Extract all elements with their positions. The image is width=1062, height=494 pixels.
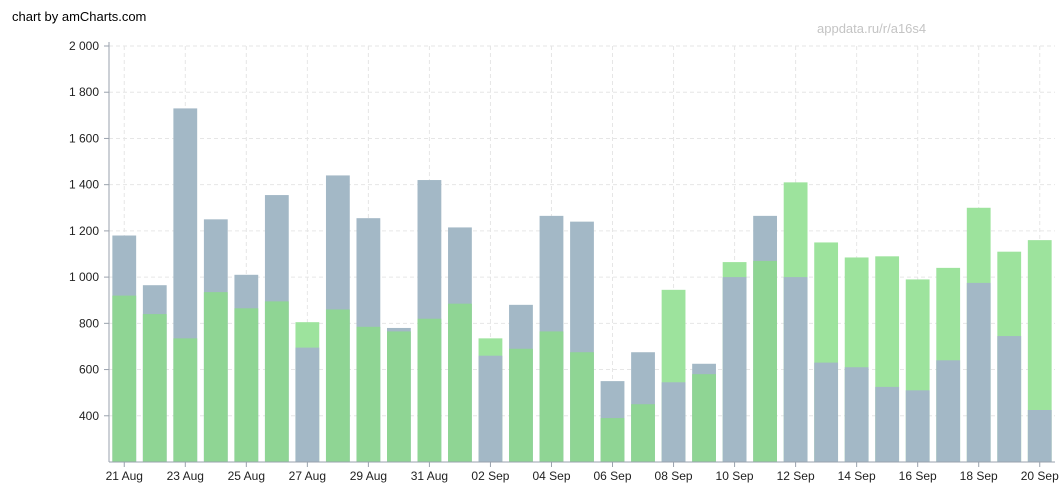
bar-grey <box>1027 410 1052 462</box>
x-tick-label: 20 Sep <box>1021 469 1059 483</box>
bar-grey <box>478 355 503 462</box>
x-tick-label: 14 Sep <box>838 469 876 483</box>
x-tick-label: 18 Sep <box>960 469 998 483</box>
y-tick-label: 2 000 <box>69 39 99 53</box>
bar-grey <box>661 382 686 462</box>
x-tick-label: 16 Sep <box>899 469 937 483</box>
bar-green <box>600 418 625 462</box>
tick-labels: 400 600 800 1 000 1 200 1 400 1 600 1 800 2 000 2… <box>69 39 1059 483</box>
x-tick-label: 27 Aug <box>289 469 326 483</box>
bar-green <box>417 318 442 462</box>
bar-green <box>173 338 198 462</box>
chart-credit[interactable]: chart by amCharts.com <box>12 9 147 24</box>
x-tick-label: 10 Sep <box>716 469 754 483</box>
bar-green <box>1027 240 1052 462</box>
y-tick-label: 600 <box>79 363 99 377</box>
bar-grey <box>814 362 839 462</box>
y-tick-label: 800 <box>79 316 99 330</box>
bar-green <box>387 331 411 462</box>
bar-grey <box>783 277 808 462</box>
x-tick-label: 21 Aug <box>106 469 143 483</box>
x-tick-label: 25 Aug <box>228 469 265 483</box>
bar-green <box>631 404 655 462</box>
bar-grey <box>966 282 991 462</box>
bars <box>112 108 1052 463</box>
x-tick-label: 04 Sep <box>532 469 570 483</box>
x-tick-label: 06 Sep <box>593 469 631 483</box>
bar-grey <box>936 360 961 462</box>
bar-green <box>203 292 228 462</box>
x-tick-label: 23 Aug <box>167 469 204 483</box>
bar-green <box>325 309 350 462</box>
bar-green <box>753 260 777 462</box>
watermark-text: appdata.ru/r/a16s4 <box>817 21 927 36</box>
bar-green <box>356 326 381 462</box>
y-tick-label: 1 400 <box>69 178 99 192</box>
bar-green <box>264 301 289 462</box>
y-tick-label: 1 600 <box>69 131 99 145</box>
x-tick-label: 29 Aug <box>350 469 387 483</box>
bar-grey <box>295 347 320 462</box>
y-tick-label: 1 000 <box>69 270 99 284</box>
bar-green <box>509 348 533 462</box>
y-tick-label: 400 <box>79 409 99 423</box>
bar-green <box>142 314 167 462</box>
bar-green <box>692 374 716 462</box>
x-tick-label: 02 Sep <box>471 469 509 483</box>
bar-grey <box>875 386 900 462</box>
bar-grey <box>844 367 869 462</box>
x-tick-label: 08 Sep <box>655 469 693 483</box>
axes <box>104 42 1055 467</box>
bar-grey <box>905 390 930 462</box>
bar-green <box>570 352 594 462</box>
x-tick-label: 12 Sep <box>777 469 815 483</box>
bar-green <box>539 331 564 462</box>
x-tick-label: 31 Aug <box>411 469 448 483</box>
y-tick-label: 1 800 <box>69 85 99 99</box>
bar-grey <box>722 277 747 462</box>
bar-green <box>448 303 472 462</box>
bar-green <box>234 308 259 462</box>
y-tick-label: 1 200 <box>69 224 99 238</box>
bar-grey <box>997 336 1022 462</box>
bar-green <box>112 295 137 462</box>
